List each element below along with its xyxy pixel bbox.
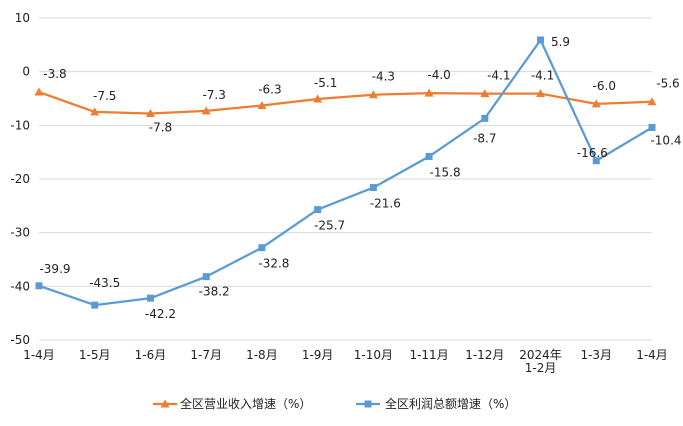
legend-label: 全区营业收入增速（%） (180, 396, 311, 411)
y-tick-label: -30 (10, 226, 30, 240)
data-point-square (648, 123, 656, 131)
data-label: -4.3 (372, 70, 395, 84)
data-point-square (425, 152, 433, 160)
data-label: 5.9 (551, 35, 570, 49)
data-label: -8.7 (473, 131, 496, 145)
data-point-square (91, 301, 99, 309)
x-tick-label: 1-7月 (190, 348, 222, 362)
data-label: -7.3 (202, 88, 225, 102)
y-tick-label: 10 (15, 11, 30, 25)
x-tick-label: 1-6月 (135, 348, 167, 362)
data-point-triangle (201, 106, 211, 115)
data-point-square (592, 157, 600, 165)
data-label: -5.1 (314, 76, 337, 90)
data-point-triangle (591, 99, 601, 108)
data-point-triangle (536, 89, 546, 98)
data-point-square (537, 36, 545, 44)
x-tick-label: 2024年 (519, 348, 562, 362)
data-label: -38.2 (199, 285, 230, 299)
data-point-triangle (480, 89, 490, 98)
data-point-square (35, 282, 43, 290)
data-point-triangle (257, 100, 267, 109)
data-label: -32.8 (258, 257, 289, 271)
y-tick-label: -50 (10, 333, 30, 347)
data-label: -6.3 (258, 82, 281, 96)
data-label: -7.8 (149, 121, 172, 135)
data-label: -5.6 (656, 77, 679, 91)
x-tick-label: 1-10月 (354, 348, 393, 362)
data-point-square (146, 294, 154, 302)
data-point-triangle (368, 90, 378, 99)
data-label: -4.1 (531, 69, 554, 83)
legend-marker-square (364, 400, 372, 408)
data-point-square (481, 114, 489, 122)
x-tick-label: 1-3月 (580, 348, 612, 362)
data-point-triangle (424, 88, 434, 97)
legend-label: 全区利润总额增速（%） (385, 396, 516, 411)
data-point-square (202, 273, 210, 281)
x-tick-label: 1-2月 (525, 361, 557, 375)
series-line (38, 91, 653, 115)
x-tick-label: 1-5月 (79, 348, 111, 362)
x-tick-label: 1-4月 (636, 348, 668, 362)
data-label: -42.2 (145, 307, 176, 321)
legend-marker-triangle (160, 399, 170, 408)
data-point-triangle (647, 97, 657, 106)
y-tick-label: 0 (22, 65, 30, 79)
x-tick-label: 1-12月 (465, 348, 504, 362)
x-tick-label: 1-11月 (409, 348, 448, 362)
data-label: -4.0 (427, 68, 450, 82)
data-point-triangle (34, 87, 44, 96)
x-tick-label: 1-8月 (246, 348, 278, 362)
data-point-triangle (90, 107, 100, 116)
x-tick-label: 1-4月 (23, 348, 55, 362)
data-point-square (369, 184, 377, 192)
data-label: -25.7 (314, 219, 345, 233)
data-label: -3.8 (43, 67, 66, 81)
data-label: -16.6 (577, 146, 608, 160)
data-label: -4.1 (487, 69, 510, 83)
data-label: -43.5 (89, 276, 120, 290)
data-label: -39.9 (39, 262, 70, 276)
y-tick-label: -40 (10, 279, 30, 293)
x-tick-label: 1-9月 (302, 348, 334, 362)
data-point-square (258, 244, 266, 252)
data-label: -21.6 (370, 197, 401, 211)
data-label: -7.5 (93, 89, 116, 103)
data-label: -10.4 (650, 133, 681, 147)
y-tick-label: -10 (10, 118, 30, 132)
series-line (38, 38, 653, 307)
data-label: -15.8 (430, 165, 461, 179)
data-point-triangle (145, 109, 155, 118)
data-point-triangle (313, 94, 323, 103)
y-tick-label: -20 (10, 172, 30, 186)
data-point-square (314, 206, 322, 214)
data-label: -6.0 (593, 79, 616, 93)
